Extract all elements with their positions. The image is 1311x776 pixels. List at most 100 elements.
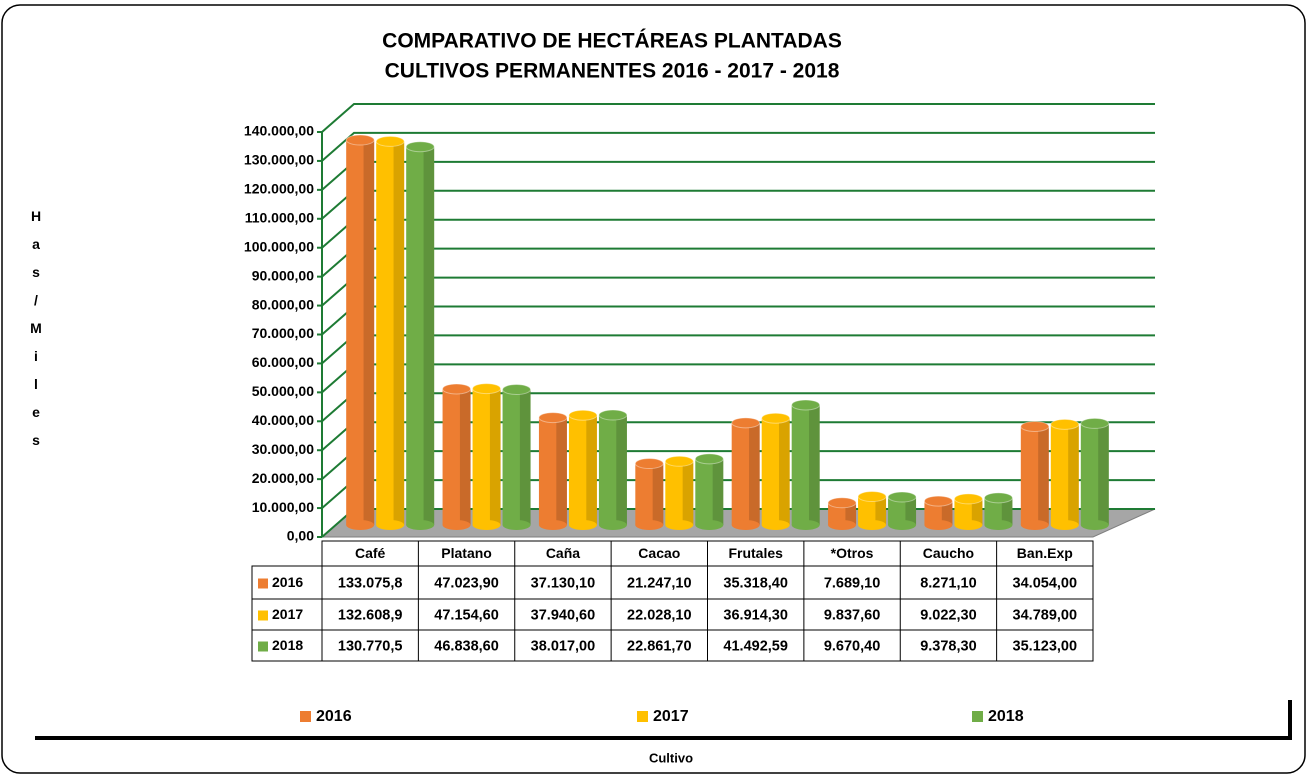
bar xyxy=(665,461,694,525)
bar-base xyxy=(598,520,627,530)
bar-top xyxy=(538,412,568,424)
bar-base xyxy=(568,520,597,530)
bar-top xyxy=(1080,417,1110,429)
bar-top xyxy=(664,455,694,467)
bar-shade xyxy=(586,415,597,525)
bar-base xyxy=(858,520,887,530)
y-tick-label: 50.000,00 xyxy=(252,383,314,399)
grid-line xyxy=(321,131,1155,162)
table-cell: 35.123,00 xyxy=(1013,638,1078,654)
table-cell: 41.492,59 xyxy=(723,638,788,654)
bar-top xyxy=(1020,420,1050,432)
y-axis-label: Has/Miles xyxy=(28,208,44,460)
bar-shade xyxy=(682,461,694,525)
table-cell: 36.914,30 xyxy=(723,607,788,623)
bar-top xyxy=(405,141,435,153)
y-tick-label: 140.000,00 xyxy=(244,123,314,139)
bar-shade xyxy=(875,496,887,525)
bar-top xyxy=(827,497,857,509)
y-tick-label: 100.000,00 xyxy=(244,238,314,254)
legend-label: 2016 xyxy=(316,708,352,725)
bar-top xyxy=(761,412,791,424)
y-tick-label: 130.000,00 xyxy=(244,152,314,168)
bar-top xyxy=(791,399,821,411)
table-series-name: 2018 xyxy=(272,637,303,653)
bar-base xyxy=(888,520,917,530)
bar-top xyxy=(1050,418,1080,430)
bar xyxy=(472,388,501,525)
bar-base xyxy=(1080,520,1109,530)
table-cell: 130.770,5 xyxy=(338,638,403,654)
bar-base xyxy=(954,520,983,530)
table-cell: 8.271,10 xyxy=(920,575,976,591)
chart-subtitle: CULTIVOS PERMANENTES 2016 - 2017 - 2018 xyxy=(385,60,840,83)
table-cell: 9.837,60 xyxy=(824,607,880,623)
bar xyxy=(924,501,953,525)
bar-top xyxy=(731,417,761,429)
bar-top xyxy=(472,383,502,395)
bar-shade xyxy=(941,501,953,525)
table-cell: 132.608,9 xyxy=(338,607,403,623)
bar-shade xyxy=(616,415,627,525)
bar-top xyxy=(857,491,887,503)
table-cell: 22.861,70 xyxy=(627,638,692,654)
bar-base xyxy=(791,520,820,530)
bar-base xyxy=(828,520,857,530)
bar-top xyxy=(345,134,375,146)
bar-shade xyxy=(1001,497,1013,525)
bar-base xyxy=(984,520,1013,530)
bar xyxy=(598,415,627,525)
bar-shade xyxy=(971,498,983,525)
bar-shade xyxy=(363,140,375,526)
bar xyxy=(828,502,857,525)
bar-base xyxy=(924,520,953,530)
bar-base xyxy=(442,520,471,530)
bar-shade xyxy=(423,146,435,525)
bar-top xyxy=(568,409,598,421)
table-cell: 9.378,30 xyxy=(920,638,976,654)
bar-base xyxy=(406,520,435,530)
bar-shade xyxy=(393,141,405,525)
x-tick-label: Frutales xyxy=(728,545,783,561)
bar-base xyxy=(635,520,664,530)
table-cell: 47.154,60 xyxy=(434,607,499,623)
bar-shade xyxy=(1098,423,1109,525)
bar-top xyxy=(953,493,983,505)
bar xyxy=(346,140,375,526)
table-cell: 22.028,10 xyxy=(627,607,692,623)
table-cell: 9.670,40 xyxy=(824,638,880,654)
bar xyxy=(568,415,597,525)
y-tick-label: 0,00 xyxy=(287,528,314,544)
bar-top xyxy=(983,492,1013,504)
bar-base xyxy=(502,520,531,530)
x-tick-label: Ban.Exp xyxy=(1017,545,1073,561)
bar xyxy=(406,146,435,525)
bar-shade xyxy=(556,417,567,525)
bar-top xyxy=(442,383,472,395)
chart-border xyxy=(1,4,1306,774)
bar xyxy=(695,458,724,525)
bar xyxy=(761,418,790,525)
y-tick-label: 30.000,00 xyxy=(252,441,314,457)
bar xyxy=(791,404,820,525)
bar-base xyxy=(731,520,760,530)
bar-shade xyxy=(809,404,820,525)
x-tick-label: Platano xyxy=(441,545,492,561)
table-cell: 34.789,00 xyxy=(1013,607,1078,623)
bar-top xyxy=(502,384,532,396)
bar-base xyxy=(346,520,375,530)
y-tick-label: 70.000,00 xyxy=(252,325,314,341)
table-series-name: 2016 xyxy=(272,574,303,590)
bar xyxy=(731,422,760,525)
bar-base xyxy=(1050,520,1079,530)
y-tick-label: 60.000,00 xyxy=(252,354,314,370)
table-cell: 37.130,10 xyxy=(531,575,596,591)
y-tick-label: 80.000,00 xyxy=(252,296,314,312)
table-cell: 37.940,60 xyxy=(531,607,596,623)
x-tick-label: Caucho xyxy=(923,545,974,561)
y-tick-label: 10.000,00 xyxy=(252,499,314,515)
bar-top xyxy=(634,458,664,470)
legend-key xyxy=(972,711,983,722)
bar xyxy=(1020,426,1049,525)
